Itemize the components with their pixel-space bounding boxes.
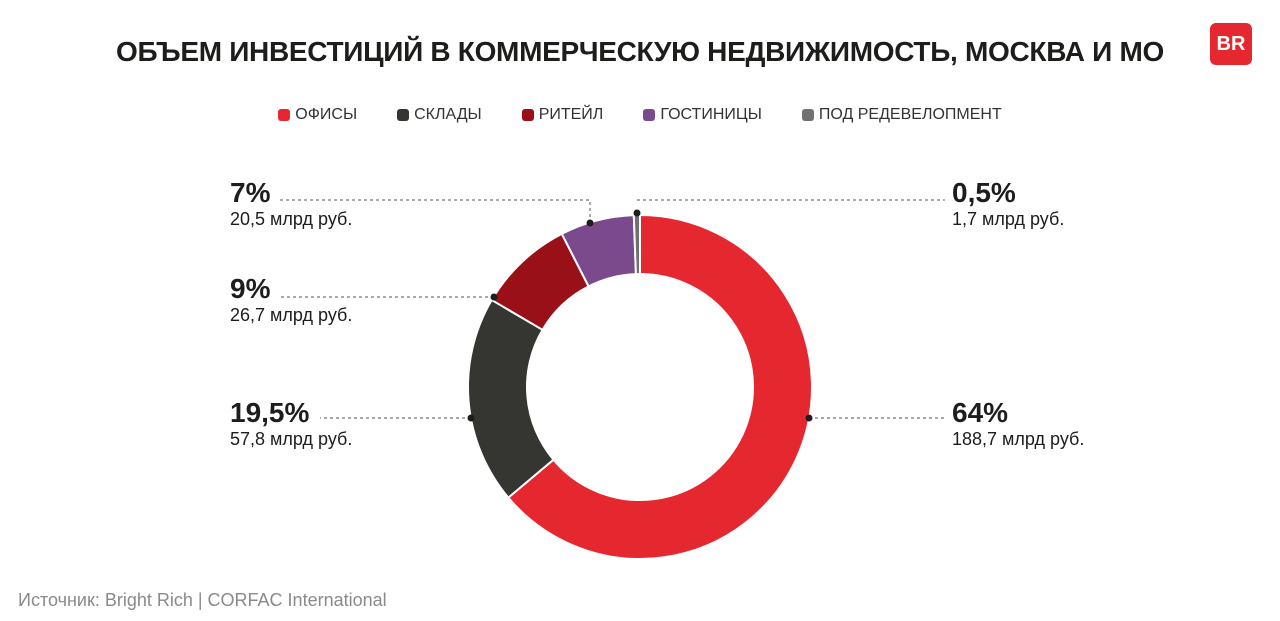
leader-dot — [490, 293, 498, 301]
legend-label: ПОД РЕДЕВЕЛОПМЕНТ — [818, 106, 1002, 123]
slice-redevelopment — [632, 213, 641, 276]
value-label: 188,7 млрд руб. — [952, 429, 1085, 449]
label-offices: 64% 188,7 млрд руб. — [952, 398, 1084, 450]
leader-dot — [586, 219, 594, 227]
chart-title: ОБЪЕМ ИНВЕСТИЦИЙ В КОММЕРЧЕСКУЮ НЕДВИЖИМ… — [116, 36, 1164, 67]
legend-label: СКЛАДЫ — [414, 106, 482, 123]
label-warehouses: 19,5% 57,8 млрд руб. — [230, 398, 352, 450]
percent-label: 64% — [952, 397, 1009, 428]
percent-label: 0,5% — [952, 177, 1016, 208]
legend-item: ПОД РЕДЕВЕЛОПМЕНТ — [801, 106, 1002, 124]
legend-swatch — [521, 109, 534, 121]
legend-label: ГОСТИНИЦЫ — [660, 106, 762, 123]
percent-label: 9% — [230, 273, 271, 304]
value-label: 20,5 млрд руб. — [230, 209, 353, 229]
percent-label: 7% — [230, 177, 271, 208]
legend-swatch — [397, 109, 410, 121]
leader-line — [278, 199, 591, 223]
label-retail: 9% 26,7 млрд руб. — [230, 274, 352, 326]
legend: ОФИСЫ СКЛАДЫ РИТЕЙЛ ГОСТИНИЦЫ ПОД РЕДЕВЕЛОПМ… — [0, 106, 1280, 124]
legend-item: ГОСТИНИЦЫ — [643, 106, 762, 124]
value-label: 57,8 млрд руб. — [230, 429, 353, 449]
slice-offices — [506, 213, 813, 560]
leader-dot — [467, 414, 475, 422]
legend-swatch — [278, 109, 291, 121]
leader-dot — [633, 209, 641, 217]
legend-item: ОФИСЫ — [278, 106, 357, 124]
leader-dot — [805, 414, 813, 422]
label-redevelopment: 0,5% 1,7 млрд руб. — [952, 178, 1064, 230]
legend-item: РИТЕЙЛ — [521, 106, 604, 124]
legend-label: ОФИСЫ — [295, 106, 358, 123]
label-hotels: 7% 20,5 млрд руб. — [230, 178, 352, 230]
legend-item: СКЛАДЫ — [397, 106, 482, 124]
legend-label: РИТЕЙЛ — [538, 106, 604, 123]
brand-logo: BR — [1210, 23, 1252, 65]
percent-label: 19,5% — [230, 397, 310, 428]
legend-swatch — [643, 109, 656, 121]
source-note: Источник: Bright Rich | CORFAC Internati… — [18, 590, 387, 610]
value-label: 26,7 млрд руб. — [230, 305, 353, 325]
value-label: 1,7 млрд руб. — [952, 209, 1065, 229]
legend-swatch — [801, 109, 814, 121]
